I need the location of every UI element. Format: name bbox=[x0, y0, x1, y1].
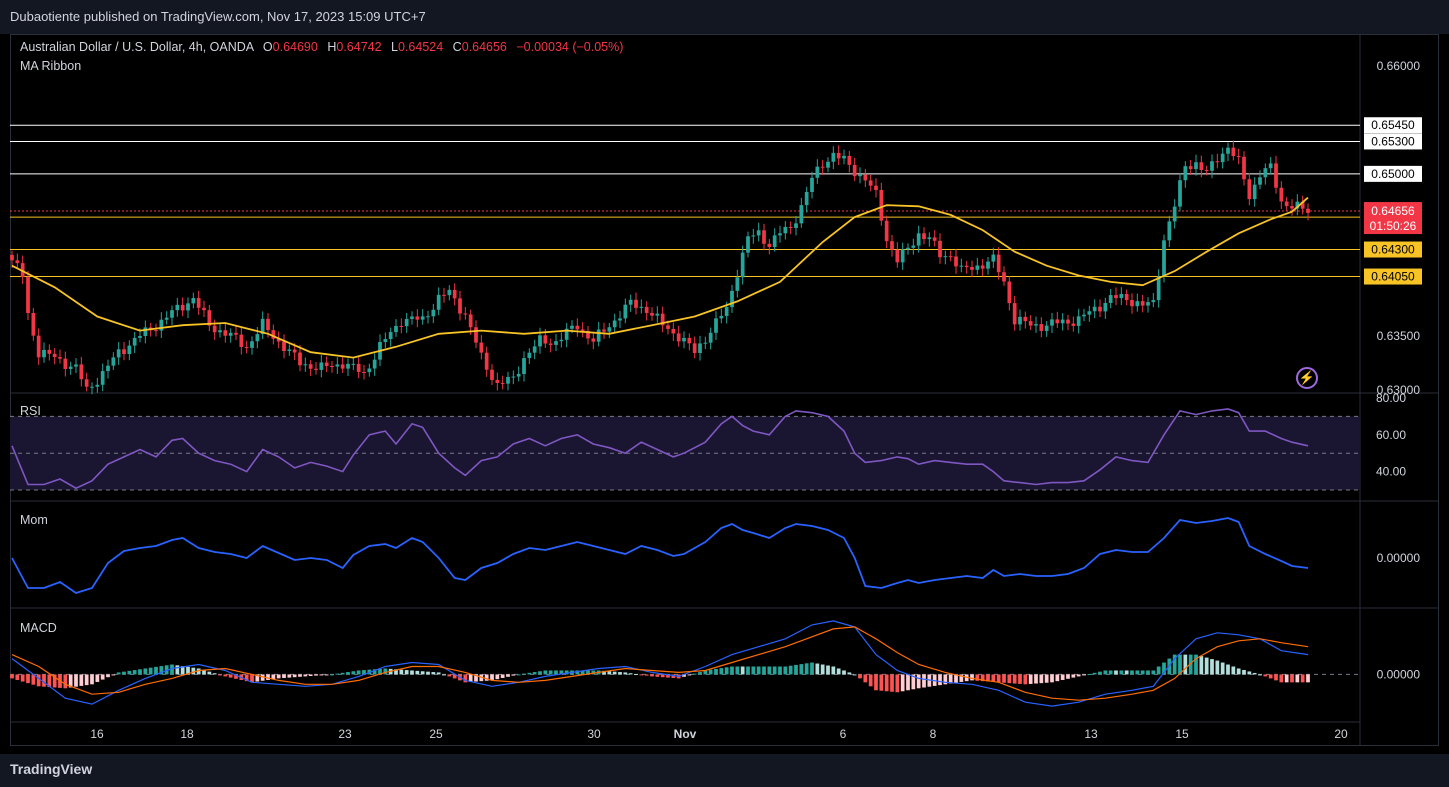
publisher-text: Dubaotiente published on TradingView.com… bbox=[10, 9, 426, 24]
tradingview-logo[interactable]: TradingView bbox=[10, 761, 93, 777]
macd-label[interactable]: MACD bbox=[20, 621, 57, 635]
lightning-icon[interactable]: ⚡ bbox=[1296, 367, 1318, 389]
open-key: O bbox=[262, 40, 273, 54]
symbol-title[interactable]: Australian Dollar / U.S. Dollar, 4h, OAN… bbox=[20, 40, 254, 54]
ma-ribbon-label[interactable]: MA Ribbon bbox=[20, 59, 82, 73]
top-bar: Dubaotiente published on TradingView.com… bbox=[0, 0, 1449, 34]
high-value: 0.64742 bbox=[336, 40, 382, 54]
chart-frame[interactable] bbox=[10, 34, 1439, 746]
close-key: C bbox=[452, 40, 462, 54]
open-value: 0.64690 bbox=[272, 40, 318, 54]
rsi-label[interactable]: RSI bbox=[20, 404, 41, 418]
change-value: −0.00034 (−0.05%) bbox=[516, 40, 624, 54]
footer-bar: TradingView bbox=[0, 754, 1449, 787]
mom-label[interactable]: Mom bbox=[20, 513, 48, 527]
close-value: 0.64656 bbox=[461, 40, 507, 54]
high-key: H bbox=[327, 40, 337, 54]
low-value: 0.64524 bbox=[397, 40, 444, 54]
symbol-legend: Australian Dollar / U.S. Dollar, 4h, OAN… bbox=[20, 40, 623, 54]
low-key: L bbox=[391, 40, 398, 54]
